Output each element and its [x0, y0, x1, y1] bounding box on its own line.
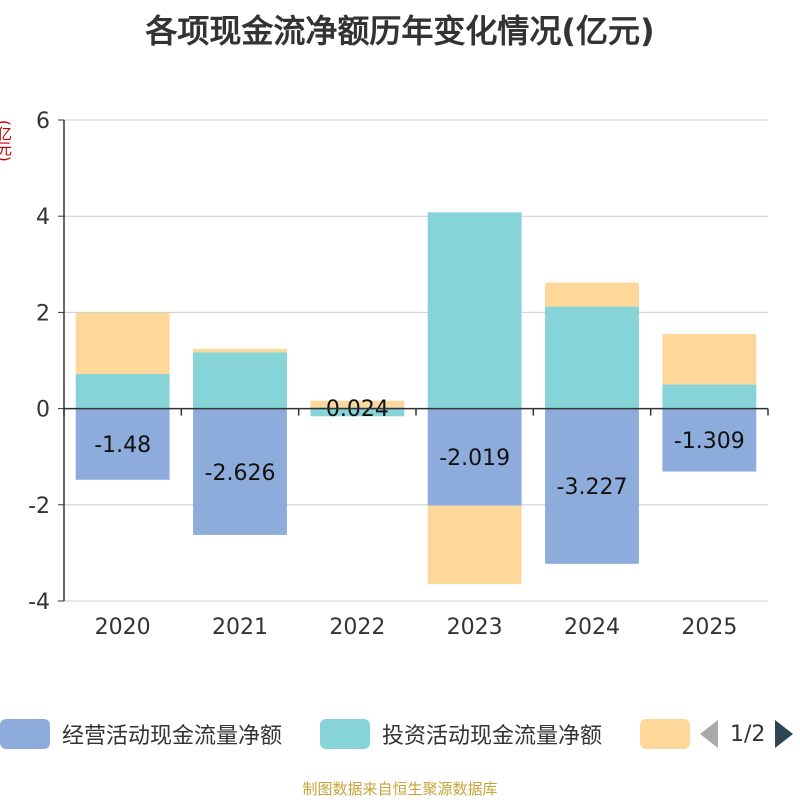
bar-operating-2024 [545, 408, 639, 564]
legend-item-financing[interactable] [640, 716, 690, 752]
legend-pager: 1/2 [700, 716, 794, 752]
bar-investing-2022 [310, 408, 405, 417]
x-tick-label: 2022 [329, 615, 385, 640]
x-tick-label: 2020 [95, 615, 151, 640]
bar-chart: -4 -2 0 2 4 6 -1.48 2020 -2.626 2021 0.024 2022 -2.0… [28, 109, 769, 640]
x-tick-label: 2024 [564, 615, 620, 640]
data-label-operating-2021: -2.626 [205, 461, 276, 486]
chart-title: 各项现金流净额历年变化情况(亿元) [145, 12, 655, 50]
legend-swatch-investing [320, 719, 370, 749]
bar-investing-2024 [545, 306, 639, 409]
y-tick-label: 4 [36, 205, 50, 230]
legend-swatch-financing [640, 719, 690, 749]
bar-operating-2021 [193, 408, 287, 535]
bar-investing-2025 [662, 384, 757, 409]
data-label-operating-2025: -1.309 [674, 429, 745, 454]
legend-page-indicator: 1/2 [730, 721, 766, 747]
legend-prev-page-icon[interactable] [700, 720, 718, 748]
legend-label-investing: 投资活动现金流量净额 [382, 724, 603, 749]
bar-financing-2021 [193, 348, 287, 353]
bar-financing-2024 [545, 282, 639, 307]
legend-next-page-icon[interactable] [775, 720, 794, 748]
x-tick-label: 2025 [681, 615, 737, 640]
bar-financing-2020 [75, 312, 170, 374]
bar-investing-2023 [427, 212, 522, 409]
x-tick-label: 2023 [447, 615, 503, 640]
bar-financing-2023 [427, 505, 522, 585]
data-label-operating-2023: -2.019 [439, 446, 510, 471]
bar-financing-2022 [310, 400, 405, 408]
bar-operating-2023 [427, 408, 522, 506]
bar-operating-2020 [75, 408, 170, 480]
bar-operating-2025 [662, 408, 757, 472]
y-axis-unit-label: (亿元) [0, 120, 13, 162]
data-label-operating-2022: 0.024 [326, 397, 389, 422]
bar-investing-2021 [193, 352, 287, 409]
legend-label-operating: 经营活动现金流量净额 [62, 724, 283, 749]
data-label-operating-2024: -3.227 [557, 475, 628, 500]
y-tick-label: -2 [28, 494, 50, 519]
x-tick-label: 2021 [212, 615, 268, 640]
y-tick-label: 6 [36, 109, 50, 134]
y-tick-label: 0 [36, 398, 50, 423]
legend-item-investing[interactable]: 投资活动现金流量净额 [320, 716, 602, 752]
legend-item-operating[interactable]: 经营活动现金流量净额 [0, 716, 282, 752]
bar-investing-2020 [75, 373, 170, 409]
y-tick-label: -4 [28, 590, 50, 615]
data-label-operating-2020: -1.48 [94, 433, 151, 458]
legend: 经营活动现金流量净额 投资活动现金流量净额 [0, 716, 800, 752]
legend-swatch-operating [0, 719, 50, 749]
bar-financing-2025 [662, 334, 757, 385]
data-source-note: 制图数据来自恒生聚源数据库 [302, 780, 498, 798]
y-tick-label: 2 [36, 301, 50, 326]
